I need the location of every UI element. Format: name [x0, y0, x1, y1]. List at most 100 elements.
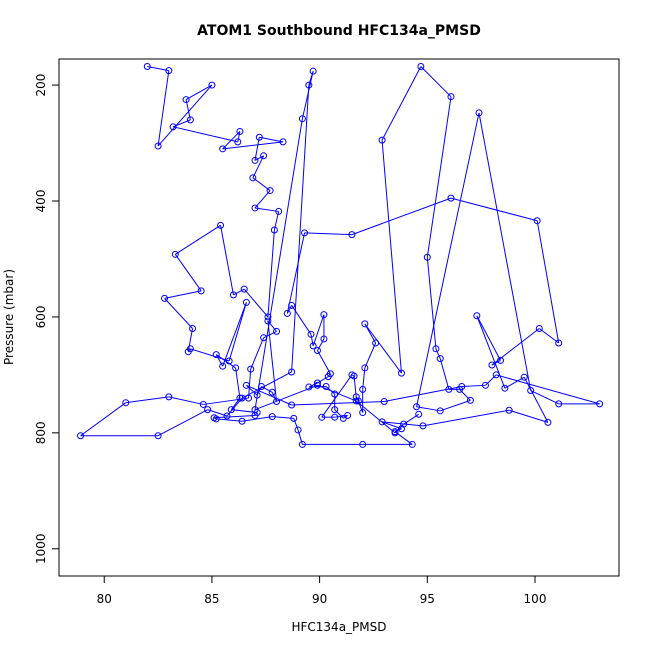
- series-line-segment: [286, 232, 306, 314]
- data-point: [473, 312, 481, 320]
- y-axis: 200 400 600 800 1000: [34, 74, 59, 564]
- series-line-segment: [254, 137, 260, 161]
- data-point: [288, 401, 296, 409]
- series-line-segment: [536, 220, 560, 344]
- y-tick-label: 600: [34, 305, 48, 328]
- x-axis: 80 85 90 95 100: [97, 576, 546, 606]
- series-line-segment: [222, 302, 247, 367]
- data-point: [240, 285, 248, 293]
- series-line-segment: [222, 131, 241, 150]
- data-point: [488, 361, 496, 369]
- data-point: [251, 204, 259, 212]
- series-line-segment: [293, 418, 299, 431]
- data-point: [229, 291, 237, 299]
- data-point: [324, 373, 332, 381]
- data-point: [497, 356, 505, 364]
- data-point: [171, 250, 179, 258]
- series-line-segment: [440, 399, 471, 412]
- series-line-segment: [420, 66, 452, 98]
- data-point: [520, 373, 528, 381]
- series-line-segment: [125, 396, 169, 404]
- data-point: [380, 398, 388, 406]
- data-point: [212, 415, 220, 423]
- series-line-segment: [317, 338, 325, 351]
- data-point: [234, 138, 242, 146]
- series-line-segment: [416, 406, 441, 412]
- data-point: [413, 403, 421, 411]
- data-point: [251, 156, 259, 164]
- data-point: [219, 145, 227, 153]
- y-tick-label: 200: [34, 74, 48, 97]
- series-line-segment: [175, 224, 221, 255]
- data-point: [445, 385, 453, 393]
- series-line-segment: [254, 190, 271, 209]
- series-line-segment: [364, 323, 402, 374]
- series-line-segment: [214, 414, 256, 419]
- series-line-segment: [164, 298, 193, 329]
- series-line-segment: [259, 136, 284, 143]
- data-point: [320, 335, 328, 343]
- chart-title: ATOM1 Southbound HFC134a_PMSD: [197, 23, 481, 39]
- data-point: [232, 364, 240, 372]
- series-line-segment: [222, 141, 284, 150]
- data-point: [475, 109, 483, 117]
- data-point: [378, 418, 386, 426]
- data-point: [217, 221, 225, 229]
- data-point: [417, 63, 425, 71]
- data-point: [423, 253, 431, 261]
- series-line-segment: [220, 225, 234, 295]
- x-axis-label: HFC134a_PMSD: [291, 620, 386, 634]
- series-line-segment: [250, 337, 265, 370]
- series-line-segment: [426, 96, 452, 258]
- series-line-segment: [416, 112, 480, 407]
- data-point: [273, 327, 281, 335]
- data-point: [298, 440, 306, 448]
- x-tick-label: 80: [97, 592, 112, 606]
- series-line-segment: [248, 369, 252, 399]
- y-axis-label: Pressure (mbar): [2, 269, 16, 365]
- data-point: [359, 440, 367, 448]
- data-point: [225, 357, 233, 365]
- series-line-segment: [246, 384, 292, 406]
- x-tick-label: 85: [204, 592, 219, 606]
- series-line-segment: [450, 197, 538, 222]
- data-point: [154, 142, 162, 150]
- series-line-segment: [291, 85, 310, 373]
- data-point: [400, 420, 408, 428]
- y-tick-label: 1000: [34, 533, 48, 564]
- series-line-segment: [355, 400, 396, 434]
- data-series: [77, 63, 604, 448]
- series-line-segment: [301, 71, 314, 119]
- data-point: [391, 429, 399, 437]
- data-point: [154, 432, 162, 440]
- series-line-segment: [362, 367, 366, 390]
- data-point: [279, 138, 287, 146]
- data-point: [447, 194, 455, 202]
- series-line-segment: [317, 384, 357, 402]
- series-line-segment: [185, 84, 213, 101]
- series-group: [77, 63, 604, 448]
- data-point: [169, 123, 177, 131]
- data-point: [189, 325, 197, 333]
- data-point: [264, 313, 272, 321]
- data-point: [219, 362, 227, 370]
- series-line-segment: [478, 112, 532, 391]
- data-point: [378, 136, 386, 144]
- series-line-segment: [267, 229, 275, 317]
- data-point: [236, 127, 244, 135]
- series-line-segment: [351, 374, 355, 377]
- data-point: [359, 409, 367, 417]
- series-line-segment: [312, 314, 325, 347]
- data-point: [533, 217, 541, 225]
- data-point: [273, 398, 281, 406]
- series-line-segment: [485, 374, 497, 386]
- series-line-segment: [80, 402, 127, 437]
- data-point: [313, 381, 321, 389]
- series-line-segment: [157, 84, 213, 147]
- data-point: [436, 407, 444, 415]
- series-line-segment: [317, 350, 331, 374]
- data-point: [348, 231, 356, 239]
- series-line-segment: [254, 155, 264, 161]
- data-point: [288, 368, 296, 376]
